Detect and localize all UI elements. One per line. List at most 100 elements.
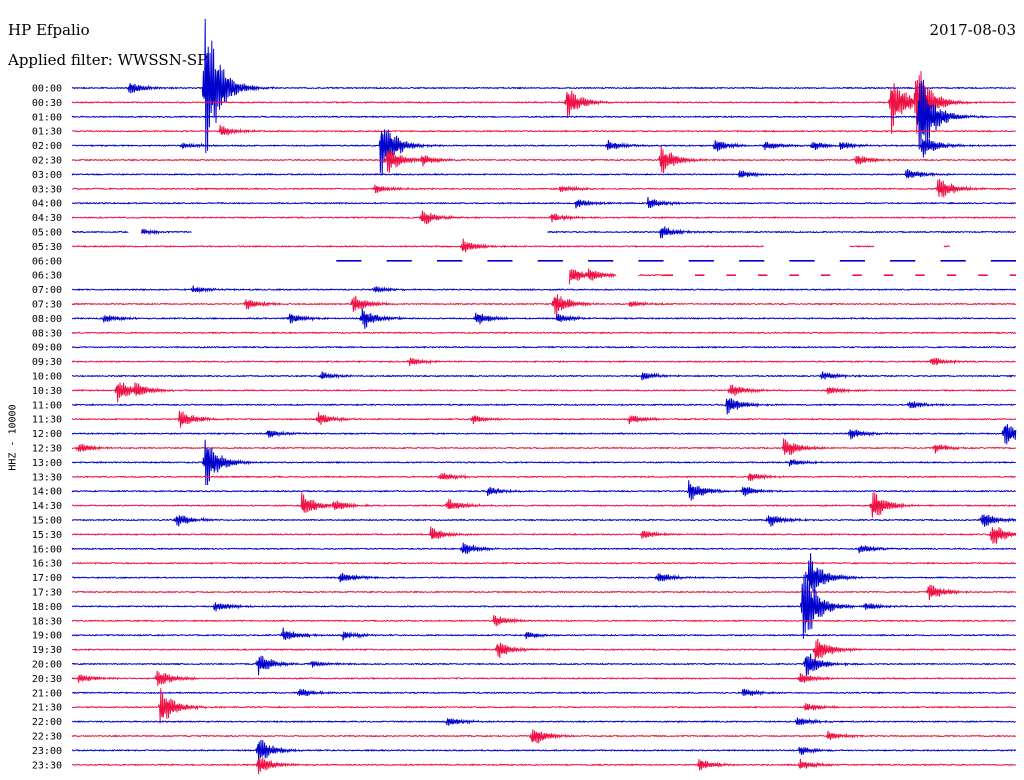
trace-group bbox=[71, 18, 1017, 775]
time-tick-label: 16:00 bbox=[32, 544, 62, 555]
trace-segment bbox=[71, 653, 1016, 676]
time-tick-label: 21:30 bbox=[32, 703, 62, 714]
trace-segment bbox=[71, 614, 1017, 627]
trace-segment bbox=[71, 178, 1017, 198]
trace-segment bbox=[71, 71, 1016, 135]
trace-segment bbox=[71, 308, 1017, 329]
time-tick-label: 17:00 bbox=[32, 573, 62, 584]
trace-segment bbox=[71, 739, 1017, 761]
trace-segment bbox=[71, 285, 1017, 294]
time-tick-label: 03:30 bbox=[32, 184, 62, 195]
trace-segment bbox=[71, 18, 1016, 154]
time-tick-label: 12:30 bbox=[32, 444, 62, 455]
time-tick-label: 08:00 bbox=[32, 314, 62, 325]
time-tick-label: 01:30 bbox=[32, 127, 62, 138]
time-tick-label: 12:00 bbox=[32, 429, 62, 440]
time-tick-label: 23:00 bbox=[32, 746, 62, 757]
trace-segment bbox=[71, 526, 1017, 544]
trace-segment bbox=[72, 238, 764, 253]
trace-segment bbox=[71, 688, 1017, 724]
time-tick-label: 20:00 bbox=[32, 660, 62, 671]
trace-segment bbox=[71, 627, 1017, 641]
time-tick-label: 11:00 bbox=[32, 400, 62, 411]
trace-segment bbox=[71, 717, 1016, 726]
trace-segment bbox=[71, 129, 1017, 176]
time-tick-label: 17:30 bbox=[32, 588, 62, 599]
trace-segment bbox=[71, 729, 1017, 744]
trace-segment bbox=[71, 757, 1017, 775]
time-tick-label: 20:30 bbox=[32, 674, 62, 685]
time-tick-label: 03:00 bbox=[32, 170, 62, 181]
trace-segment bbox=[71, 294, 1017, 315]
time-tick-label: 14:30 bbox=[32, 501, 62, 512]
time-tick-label: 19:30 bbox=[32, 645, 62, 656]
trace-segment bbox=[141, 228, 192, 236]
trace-segment bbox=[71, 331, 1016, 335]
time-tick-label: 09:30 bbox=[32, 357, 62, 368]
time-tick-label: 02:30 bbox=[32, 156, 62, 167]
time-tick-label: 16:30 bbox=[32, 559, 62, 570]
time-tick-label: 00:30 bbox=[32, 98, 62, 109]
time-tick-label: 01:00 bbox=[32, 112, 62, 123]
trace-segment bbox=[71, 561, 1017, 565]
trace-segment bbox=[71, 688, 1017, 697]
trace-segment bbox=[71, 638, 1016, 661]
time-tick-label: 15:00 bbox=[32, 516, 62, 527]
trace-segment bbox=[71, 514, 1017, 527]
trace-segment bbox=[71, 196, 1017, 209]
time-tick-label: 07:30 bbox=[32, 300, 62, 311]
trace-segment bbox=[849, 245, 875, 248]
trace-segment bbox=[71, 125, 1016, 136]
trace-segment bbox=[568, 268, 617, 285]
trace-segment bbox=[71, 145, 1017, 174]
trace-segment bbox=[71, 345, 1016, 349]
time-tick-label: 04:00 bbox=[32, 199, 62, 210]
trace-segment bbox=[943, 245, 951, 248]
time-tick-label: 04:30 bbox=[32, 213, 62, 224]
filter-label: Applied filter: WWSSN-SP bbox=[8, 51, 208, 69]
trace-segment bbox=[71, 169, 1017, 179]
time-tick-label: 00:00 bbox=[32, 84, 62, 95]
trace-segment bbox=[71, 398, 1016, 415]
trace-segment bbox=[71, 584, 1017, 601]
time-tick-label: 07:00 bbox=[32, 285, 62, 296]
time-tick-label: 06:30 bbox=[32, 271, 62, 282]
time-tick-label: 02:00 bbox=[32, 141, 62, 152]
trace-segment bbox=[71, 480, 1016, 501]
time-tick-labels: 00:00 00:30 01:00 01:30 02:00 02:30 03:00 03:30… bbox=[32, 84, 62, 772]
trace-segment bbox=[547, 226, 1017, 239]
time-tick-label: 10:30 bbox=[32, 386, 62, 397]
trace-segment bbox=[71, 210, 1016, 225]
time-tick-label: 13:00 bbox=[32, 458, 62, 469]
time-tick-label: 23:30 bbox=[32, 760, 62, 771]
trace-segment bbox=[72, 439, 1016, 486]
trace-segment bbox=[71, 371, 1017, 381]
time-tick-label: 18:30 bbox=[32, 616, 62, 627]
trace-segment bbox=[71, 492, 1017, 518]
time-tick-label: 21:00 bbox=[32, 688, 62, 699]
trace-segment bbox=[71, 424, 1017, 445]
time-tick-label: 09:00 bbox=[32, 343, 62, 354]
trace-segment bbox=[71, 670, 1016, 686]
trace-segment bbox=[71, 410, 1017, 428]
time-tick-label: 15:30 bbox=[32, 530, 62, 541]
time-tick-label: 22:30 bbox=[32, 732, 62, 743]
station-name: HP Efpalio bbox=[8, 21, 90, 39]
time-tick-label: 06:00 bbox=[32, 256, 62, 267]
trace-segment bbox=[71, 553, 1017, 593]
time-tick-label: 13:30 bbox=[32, 472, 62, 483]
time-tick-label: 19:00 bbox=[32, 631, 62, 642]
trace-segment bbox=[71, 357, 1016, 367]
trace-segment bbox=[71, 542, 1017, 554]
time-tick-label: 22:00 bbox=[32, 717, 62, 728]
time-tick-label: 05:30 bbox=[32, 242, 62, 253]
trace-segment bbox=[71, 230, 129, 234]
trace-segment bbox=[71, 472, 1017, 481]
time-tick-label: 08:30 bbox=[32, 328, 62, 339]
time-tick-label: 14:00 bbox=[32, 487, 62, 498]
time-tick-label: 05:00 bbox=[32, 228, 62, 239]
record-date: 2017-08-03 bbox=[929, 21, 1016, 39]
time-tick-label: 18:00 bbox=[32, 602, 62, 613]
trace-segment bbox=[71, 382, 1017, 403]
